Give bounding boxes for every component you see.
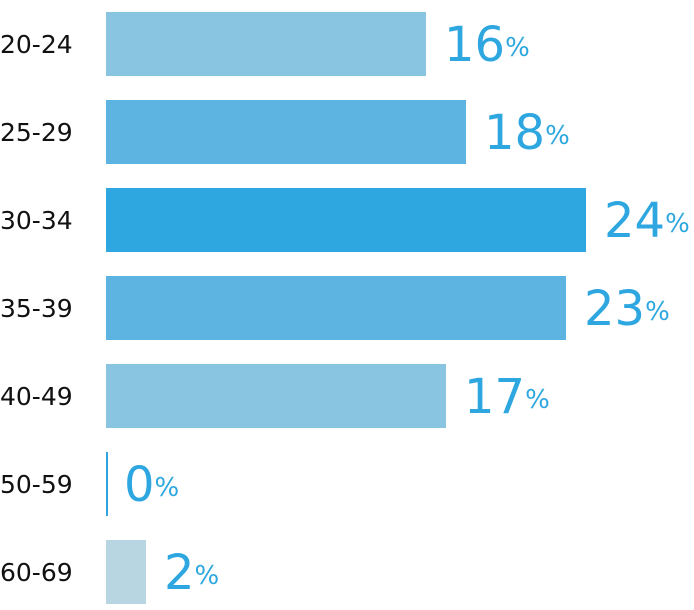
bar [106, 188, 586, 252]
bar [106, 540, 146, 604]
category-label: 50-59 [0, 470, 73, 499]
value-label: 17% [464, 369, 550, 425]
category-label: 20-24 [0, 30, 73, 59]
category-label: 30-34 [0, 206, 73, 235]
bar [106, 100, 466, 164]
category-label: 40-49 [0, 382, 73, 411]
value-label: 18% [484, 105, 570, 161]
bar [106, 452, 108, 516]
value-label: 24% [604, 193, 690, 249]
category-label: 25-29 [0, 118, 73, 147]
bar [106, 12, 426, 76]
bar [106, 364, 446, 428]
bar [106, 276, 566, 340]
category-label: 60-69 [0, 558, 73, 587]
value-label: 0% [124, 457, 179, 513]
value-label: 23% [584, 281, 670, 337]
value-label: 2% [164, 545, 219, 601]
category-label: 35-39 [0, 294, 73, 323]
value-label: 16% [444, 17, 530, 73]
